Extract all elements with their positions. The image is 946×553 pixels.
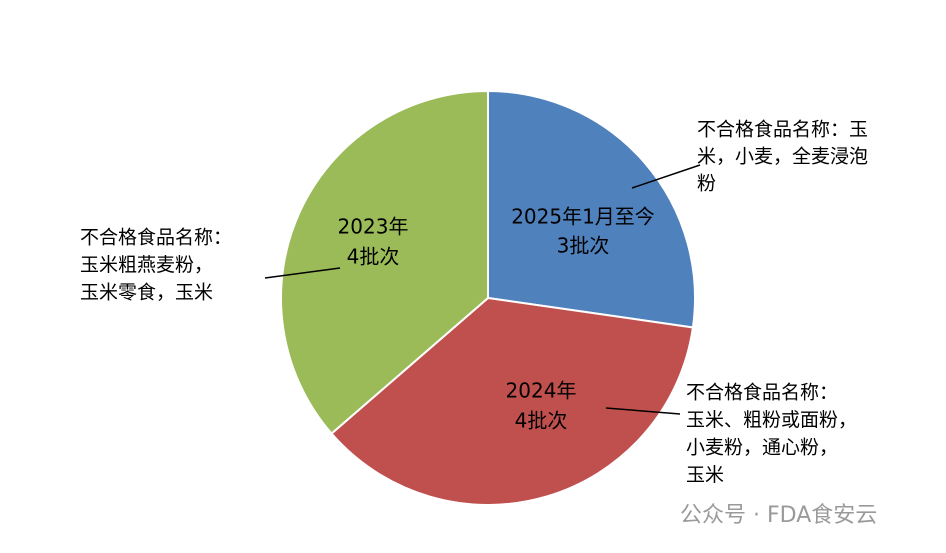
leader-line bbox=[631, 164, 701, 189]
pie-slice bbox=[330, 296, 695, 506]
annotation: 不合格食品名称： bbox=[686, 382, 838, 404]
annotation: 小麦粉，通心粉， bbox=[686, 437, 838, 459]
slice-category: 2024年 bbox=[506, 379, 577, 403]
leader-line bbox=[605, 407, 681, 415]
annotation: 不合格食品名称：玉 bbox=[697, 119, 868, 141]
leader-line bbox=[264, 267, 341, 279]
annotation: 玉米 bbox=[686, 464, 724, 486]
slice-category: 2025年1月至今 bbox=[511, 205, 655, 229]
annotation: 玉米、粗粉或面粉， bbox=[686, 409, 857, 431]
slice-value-label: 3批次 bbox=[557, 234, 610, 258]
annotation: 不合格食品名称： bbox=[80, 227, 232, 249]
slice-value-label: 4批次 bbox=[347, 245, 400, 269]
annotation: 粉 bbox=[697, 173, 716, 195]
pie-slice bbox=[487, 89, 696, 329]
pie-slice bbox=[280, 89, 489, 435]
watermark: 公众号 · FDA食安云 bbox=[680, 503, 877, 528]
annotation: 玉米零食，玉米 bbox=[80, 282, 213, 304]
annotation: 米，小麦，全麦浸泡 bbox=[697, 146, 868, 168]
slice-category: 2023年 bbox=[338, 215, 409, 239]
slice-value-label: 4批次 bbox=[515, 409, 568, 433]
annotation: 玉米粗燕麦粉， bbox=[80, 254, 213, 276]
